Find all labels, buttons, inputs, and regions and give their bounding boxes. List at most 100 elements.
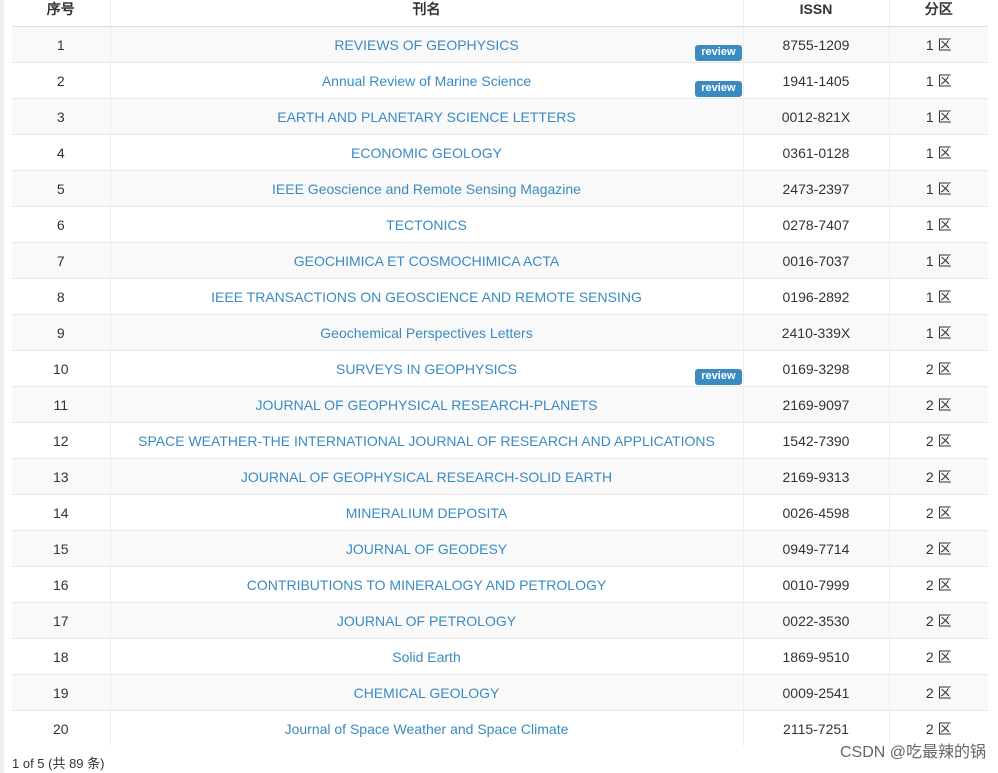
journal-title-link[interactable]: GEOCHIMICA ET COSMOCHIMICA ACTA <box>293 252 560 269</box>
issn-cell: 1542-7390 <box>742 422 889 459</box>
journal-title-cell: SURVEYS IN GEOPHYSICS review <box>109 350 743 387</box>
journal-title-link[interactable]: SURVEYS IN GEOPHYSICS <box>335 360 517 377</box>
zone-cell: 2 区 <box>888 566 988 603</box>
journal-title-link[interactable]: JOURNAL OF GEODESY <box>345 540 508 557</box>
row-number: 12 <box>12 422 110 459</box>
review-badge: review <box>695 81 742 97</box>
pagination-info: 1 of 5 (共 89 条) <box>12 756 105 771</box>
journal-title-link[interactable]: CONTRIBUTIONS TO MINERALOGY AND PETROLOG… <box>246 576 607 593</box>
row-number: 11 <box>12 386 110 423</box>
zone-cell: 2 区 <box>888 494 988 531</box>
column-header-title: 刊名 <box>109 0 743 27</box>
journal-title-link[interactable]: Journal of Space Weather and Space Clima… <box>284 720 569 737</box>
journal-table: 序号 刊名 ISSN 分区 1 REVIEWS OF GEOPHYSICS revi… <box>12 0 988 746</box>
zone-cell: 1 区 <box>888 278 988 315</box>
journal-title-link[interactable]: SPACE WEATHER-THE INTERNATIONAL JOURNAL … <box>138 432 715 449</box>
journal-title-cell: Journal of Space Weather and Space Clima… <box>109 710 743 746</box>
table-row: 8 IEEE TRANSACTIONS ON GEOSCIENCE AND REM… <box>12 278 988 315</box>
table-row: 20 Journal of Space Weather and Space Cli… <box>12 710 988 746</box>
issn-cell: 0196-2892 <box>742 278 889 315</box>
journal-title-link[interactable]: TECTONICS <box>386 216 467 233</box>
column-header-issn: ISSN <box>742 0 889 27</box>
column-header-number: 序号 <box>12 0 110 27</box>
issn-cell: 0278-7407 <box>742 206 889 243</box>
table-row: 7 GEOCHIMICA ET COSMOCHIMICA ACTA 0016-703… <box>12 242 988 279</box>
journal-title-link[interactable]: IEEE Geoscience and Remote Sensing Magaz… <box>272 180 581 197</box>
issn-cell: 1941-1405 <box>742 62 889 99</box>
zone-cell: 1 区 <box>888 134 988 171</box>
table-row: 9 Geochemical Perspectives Letters 2410-33… <box>12 314 988 351</box>
zone-cell: 1 区 <box>888 242 988 279</box>
row-number: 2 <box>12 62 110 99</box>
journal-title-cell: EARTH AND PLANETARY SCIENCE LETTERS <box>109 98 743 135</box>
journal-title-link[interactable]: Solid Earth <box>392 648 461 665</box>
issn-cell: 0949-7714 <box>742 530 889 567</box>
journal-title-cell: Solid Earth <box>109 638 743 675</box>
zone-cell: 2 区 <box>888 458 988 495</box>
journal-title-cell: REVIEWS OF GEOPHYSICS review <box>109 26 743 63</box>
journal-title-link[interactable]: JOURNAL OF PETROLOGY <box>336 612 517 629</box>
table-header-row: 序号 刊名 ISSN 分区 <box>12 0 988 27</box>
zone-cell: 1 区 <box>888 314 988 351</box>
row-number: 6 <box>12 206 110 243</box>
issn-cell: 0010-7999 <box>742 566 889 603</box>
row-number: 3 <box>12 98 110 135</box>
journal-title-cell: MINERALIUM DEPOSITA <box>109 494 743 531</box>
journal-title-link[interactable]: MINERALIUM DEPOSITA <box>345 504 508 521</box>
journal-title-link[interactable]: REVIEWS OF GEOPHYSICS <box>334 36 519 53</box>
journal-title-cell: ECONOMIC GEOLOGY <box>109 134 743 171</box>
table-row: 10 SURVEYS IN GEOPHYSICS review 0169-3298 2 … <box>12 350 988 387</box>
table-row: 2 Annual Review of Marine Science review 19… <box>12 62 988 99</box>
journal-title-link[interactable]: ECONOMIC GEOLOGY <box>351 144 502 161</box>
row-number: 19 <box>12 674 110 711</box>
table-row: 19 CHEMICAL GEOLOGY 0009-2541 2 区 <box>12 674 988 711</box>
journal-title-cell: IEEE TRANSACTIONS ON GEOSCIENCE AND REMO… <box>109 278 743 315</box>
review-badge: review <box>695 369 742 385</box>
issn-cell: 0169-3298 <box>742 350 889 387</box>
row-number: 14 <box>12 494 110 531</box>
table-row: 4 ECONOMIC GEOLOGY 0361-0128 1 区 <box>12 134 988 171</box>
table-row: 3 EARTH AND PLANETARY SCIENCE LETTERS 0012… <box>12 98 988 135</box>
column-header-zone: 分区 <box>888 0 988 27</box>
left-edge-strip <box>0 0 4 773</box>
zone-cell: 2 区 <box>888 350 988 387</box>
journal-title-cell: TECTONICS <box>109 206 743 243</box>
row-number: 16 <box>12 566 110 603</box>
zone-cell: 2 区 <box>888 422 988 459</box>
journal-title-link[interactable]: JOURNAL OF GEOPHYSICAL RESEARCH-PLANETS <box>255 396 598 413</box>
journal-title-link[interactable]: IEEE TRANSACTIONS ON GEOSCIENCE AND REMO… <box>211 288 642 305</box>
journal-title-link[interactable]: Geochemical Perspectives Letters <box>320 324 533 341</box>
journal-title-link[interactable]: EARTH AND PLANETARY SCIENCE LETTERS <box>277 108 576 125</box>
zone-cell: 1 区 <box>888 170 988 207</box>
issn-cell: 0016-7037 <box>742 242 889 279</box>
row-number: 1 <box>12 26 110 63</box>
row-number: 7 <box>12 242 110 279</box>
journal-title-cell: CONTRIBUTIONS TO MINERALOGY AND PETROLOG… <box>109 566 743 603</box>
journal-title-cell: JOURNAL OF GEOPHYSICAL RESEARCH-SOLID EA… <box>109 458 743 495</box>
journal-title-link[interactable]: CHEMICAL GEOLOGY <box>353 684 500 701</box>
watermark: CSDN @吃最辣的锅 <box>839 744 986 761</box>
zone-cell: 1 区 <box>888 62 988 99</box>
table-row: 18 Solid Earth 1869-9510 2 区 <box>12 638 988 675</box>
issn-cell: 2115-7251 <box>742 710 889 746</box>
zone-cell: 2 区 <box>888 602 988 639</box>
journal-title-cell: JOURNAL OF GEOPHYSICAL RESEARCH-PLANETS <box>109 386 743 423</box>
row-number: 5 <box>12 170 110 207</box>
zone-cell: 2 区 <box>888 386 988 423</box>
journal-title-cell: JOURNAL OF PETROLOGY <box>109 602 743 639</box>
row-number: 18 <box>12 638 110 675</box>
journal-title-cell: GEOCHIMICA ET COSMOCHIMICA ACTA <box>109 242 743 279</box>
journal-title-cell: CHEMICAL GEOLOGY <box>109 674 743 711</box>
issn-cell: 2169-9313 <box>742 458 889 495</box>
table-row: 12 SPACE WEATHER-THE INTERNATIONAL JOURNA… <box>12 422 988 459</box>
journal-title-link[interactable]: Annual Review of Marine Science <box>321 72 532 89</box>
row-number: 4 <box>12 134 110 171</box>
table-row: 13 JOURNAL OF GEOPHYSICAL RESEARCH-SOLID … <box>12 458 988 495</box>
table-body: 1 REVIEWS OF GEOPHYSICS review 8755-1209 1 区… <box>12 26 988 746</box>
row-number: 8 <box>12 278 110 315</box>
journal-title-cell: Geochemical Perspectives Letters <box>109 314 743 351</box>
journal-title-link[interactable]: JOURNAL OF GEOPHYSICAL RESEARCH-SOLID EA… <box>240 468 613 485</box>
table-row: 1 REVIEWS OF GEOPHYSICS review 8755-1209 1 区 <box>12 26 988 63</box>
zone-cell: 1 区 <box>888 98 988 135</box>
